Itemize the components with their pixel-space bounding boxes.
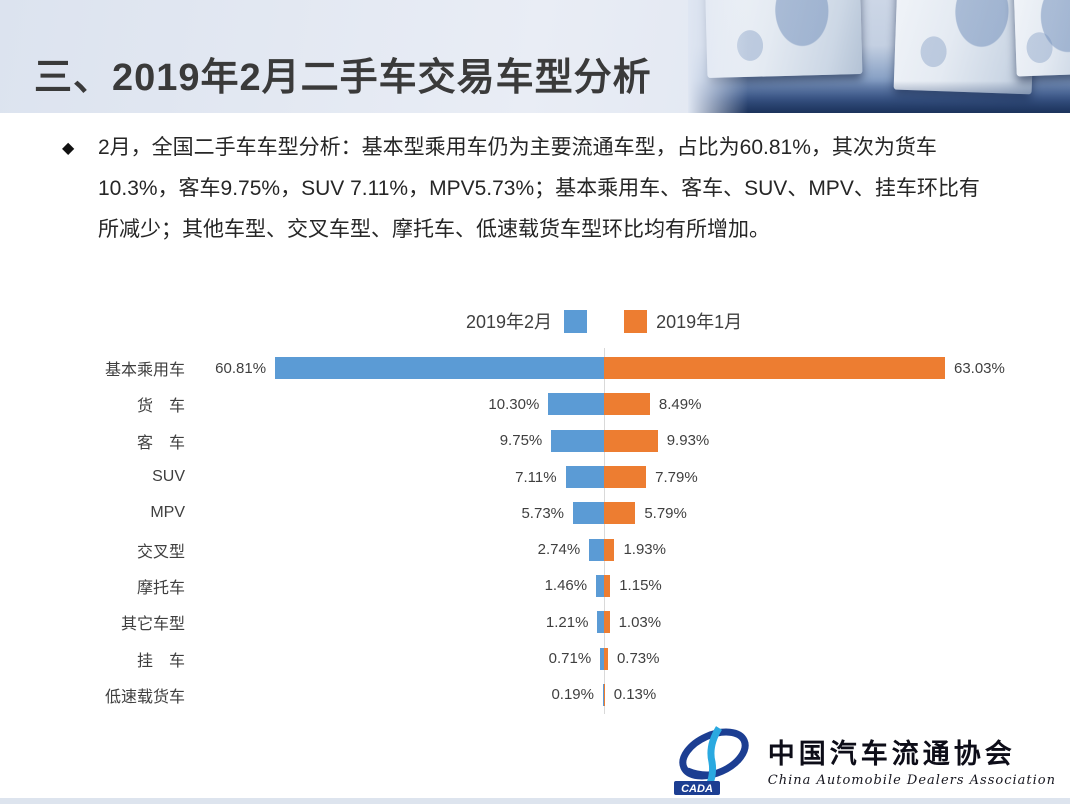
bar-jan — [604, 466, 647, 489]
summary-line: 所减少；其他车型、交叉车型、摩托车、低速载货车型环比均有所增加。 — [98, 218, 770, 241]
category-label: 低速载货车 — [104, 688, 185, 706]
category-label: 挂 车 — [136, 652, 185, 670]
bar-jan — [604, 502, 636, 525]
bar-feb — [565, 466, 604, 489]
value-label-jan: 63.03% — [953, 359, 1005, 377]
value-label-jan: 0.13% — [613, 686, 657, 704]
logo-acronym: CADA — [681, 783, 713, 795]
cubes-floor-shading — [688, 81, 1070, 113]
value-label-feb: 1.21% — [545, 613, 589, 631]
header-band: 三、2019年2月二手车交易车型分析 — [0, 0, 1070, 113]
bar-jan — [604, 393, 650, 416]
bar-feb — [589, 538, 604, 561]
chart-row: 摩托车 1.46% 1.15% — [0, 568, 1070, 604]
cubes-left-fade — [688, 0, 748, 113]
category-label: 交叉型 — [136, 543, 185, 561]
chart-center-axis-line — [604, 348, 605, 714]
value-label-jan: 8.49% — [658, 395, 702, 413]
cada-logo: CADA 中国汽车流通协会 China Automobile Dealers A… — [672, 724, 1056, 796]
summary-text: 2月，全国二手车车型分析：基本型乘用车仍为主要流通车型，占比为60.81%，其次… — [98, 127, 980, 250]
value-label-jan: 1.15% — [619, 577, 662, 595]
bar-jan — [604, 538, 615, 561]
category-label: SUV — [152, 468, 185, 486]
cada-emblem-icon: CADA — [673, 726, 749, 795]
category-label: 摩托车 — [136, 579, 185, 597]
value-label-feb: 9.75% — [499, 432, 543, 450]
chart-row: 交叉型 2.74% 1.93% — [0, 531, 1070, 567]
value-label-feb: 7.11% — [515, 468, 557, 486]
cube-graphic — [1013, 0, 1070, 77]
bar-jan — [604, 357, 945, 380]
logo-name-english: China Automobile Dealers Association — [767, 773, 1056, 788]
category-label: 客 车 — [136, 434, 185, 452]
chart-row: 货 车 10.30% 8.49% — [0, 386, 1070, 422]
value-label-jan: 0.73% — [616, 650, 660, 668]
bar-feb — [573, 502, 604, 525]
bar-jan — [604, 683, 605, 706]
chart-row: MPV 5.73% 5.79% — [0, 495, 1070, 531]
diverging-bar-chart: 2019年2月 2019年1月 基本乘用车 60.81% 63.03% 货 车 10.3… — [0, 300, 1070, 740]
value-label-feb: 0.71% — [548, 650, 592, 668]
value-label-jan: 7.79% — [655, 468, 698, 486]
legend-swatch-jan — [624, 309, 648, 333]
legend-label-feb: 2019年2月 — [466, 312, 553, 332]
summary-line: 2月，全国二手车车型分析：基本型乘用车仍为主要流通车型，占比为60.81%，其次… — [98, 136, 937, 159]
bar-feb — [551, 429, 604, 452]
bar-feb — [275, 357, 604, 380]
value-label-feb: 60.81% — [215, 359, 267, 377]
legend-label-jan: 2019年1月 — [656, 312, 743, 332]
diamond-bullet-icon: ◆ — [62, 140, 75, 157]
category-label: MPV — [150, 504, 185, 522]
value-label-jan: 5.79% — [644, 504, 687, 522]
logo-text: 中国汽车流通协会 China Automobile Dealers Associ… — [768, 732, 1056, 788]
chart-row: 客 车 9.75% 9.93% — [0, 423, 1070, 459]
chart-row: 挂 车 0.71% 0.73% — [0, 640, 1070, 676]
bar-feb — [596, 574, 604, 597]
legend-swatch-feb — [564, 309, 588, 333]
category-label: 其它车型 — [120, 616, 185, 634]
category-label: 货 车 — [136, 398, 185, 416]
chart-row: 其它车型 1.21% 1.03% — [0, 604, 1070, 640]
bar-feb — [602, 683, 604, 706]
value-label-feb: 10.30% — [488, 395, 540, 413]
chart-row: 低速载货车 0.19% 0.13% — [0, 677, 1070, 713]
value-label-feb: 1.46% — [544, 577, 588, 595]
page-title: 三、2019年2月二手车交易车型分析 — [34, 57, 652, 99]
chart-legend: 2019年2月 2019年1月 — [466, 308, 742, 334]
slide-bottom-edge — [0, 798, 1070, 804]
value-label-feb: 0.19% — [551, 686, 594, 704]
logo-name-chinese: 中国汽车流通协会 — [767, 739, 1016, 770]
bar-jan — [604, 647, 608, 670]
summary-bullet: ◆ 2月，全国二手车车型分析：基本型乘用车仍为主要流通车型，占比为60.81%，… — [62, 127, 980, 250]
value-label-jan: 1.93% — [623, 541, 666, 559]
summary-line: 10.3%，客车9.75%，SUV 7.11%，MPV5.73%；基本乘用车、客… — [98, 177, 980, 200]
bar-feb — [600, 647, 604, 670]
value-label-feb: 2.74% — [537, 541, 581, 559]
chart-row: 基本乘用车 60.81% 63.03% — [0, 350, 1070, 386]
chart-rows: 基本乘用车 60.81% 63.03% 货 车 10.30% 8.49% 客 车 9.75% 9… — [0, 350, 1070, 713]
bar-feb — [597, 611, 604, 634]
bar-jan — [604, 611, 610, 634]
value-label-feb: 5.73% — [521, 504, 565, 522]
bar-jan — [604, 429, 658, 452]
value-label-jan: 9.93% — [666, 432, 710, 450]
category-label: 基本乘用车 — [104, 362, 185, 380]
cubes-decoration-image — [688, 0, 1070, 113]
bar-feb — [548, 393, 604, 416]
bar-jan — [604, 574, 611, 597]
value-label-jan: 1.03% — [618, 613, 662, 631]
chart-row: SUV 7.11% 7.79% — [0, 459, 1070, 495]
